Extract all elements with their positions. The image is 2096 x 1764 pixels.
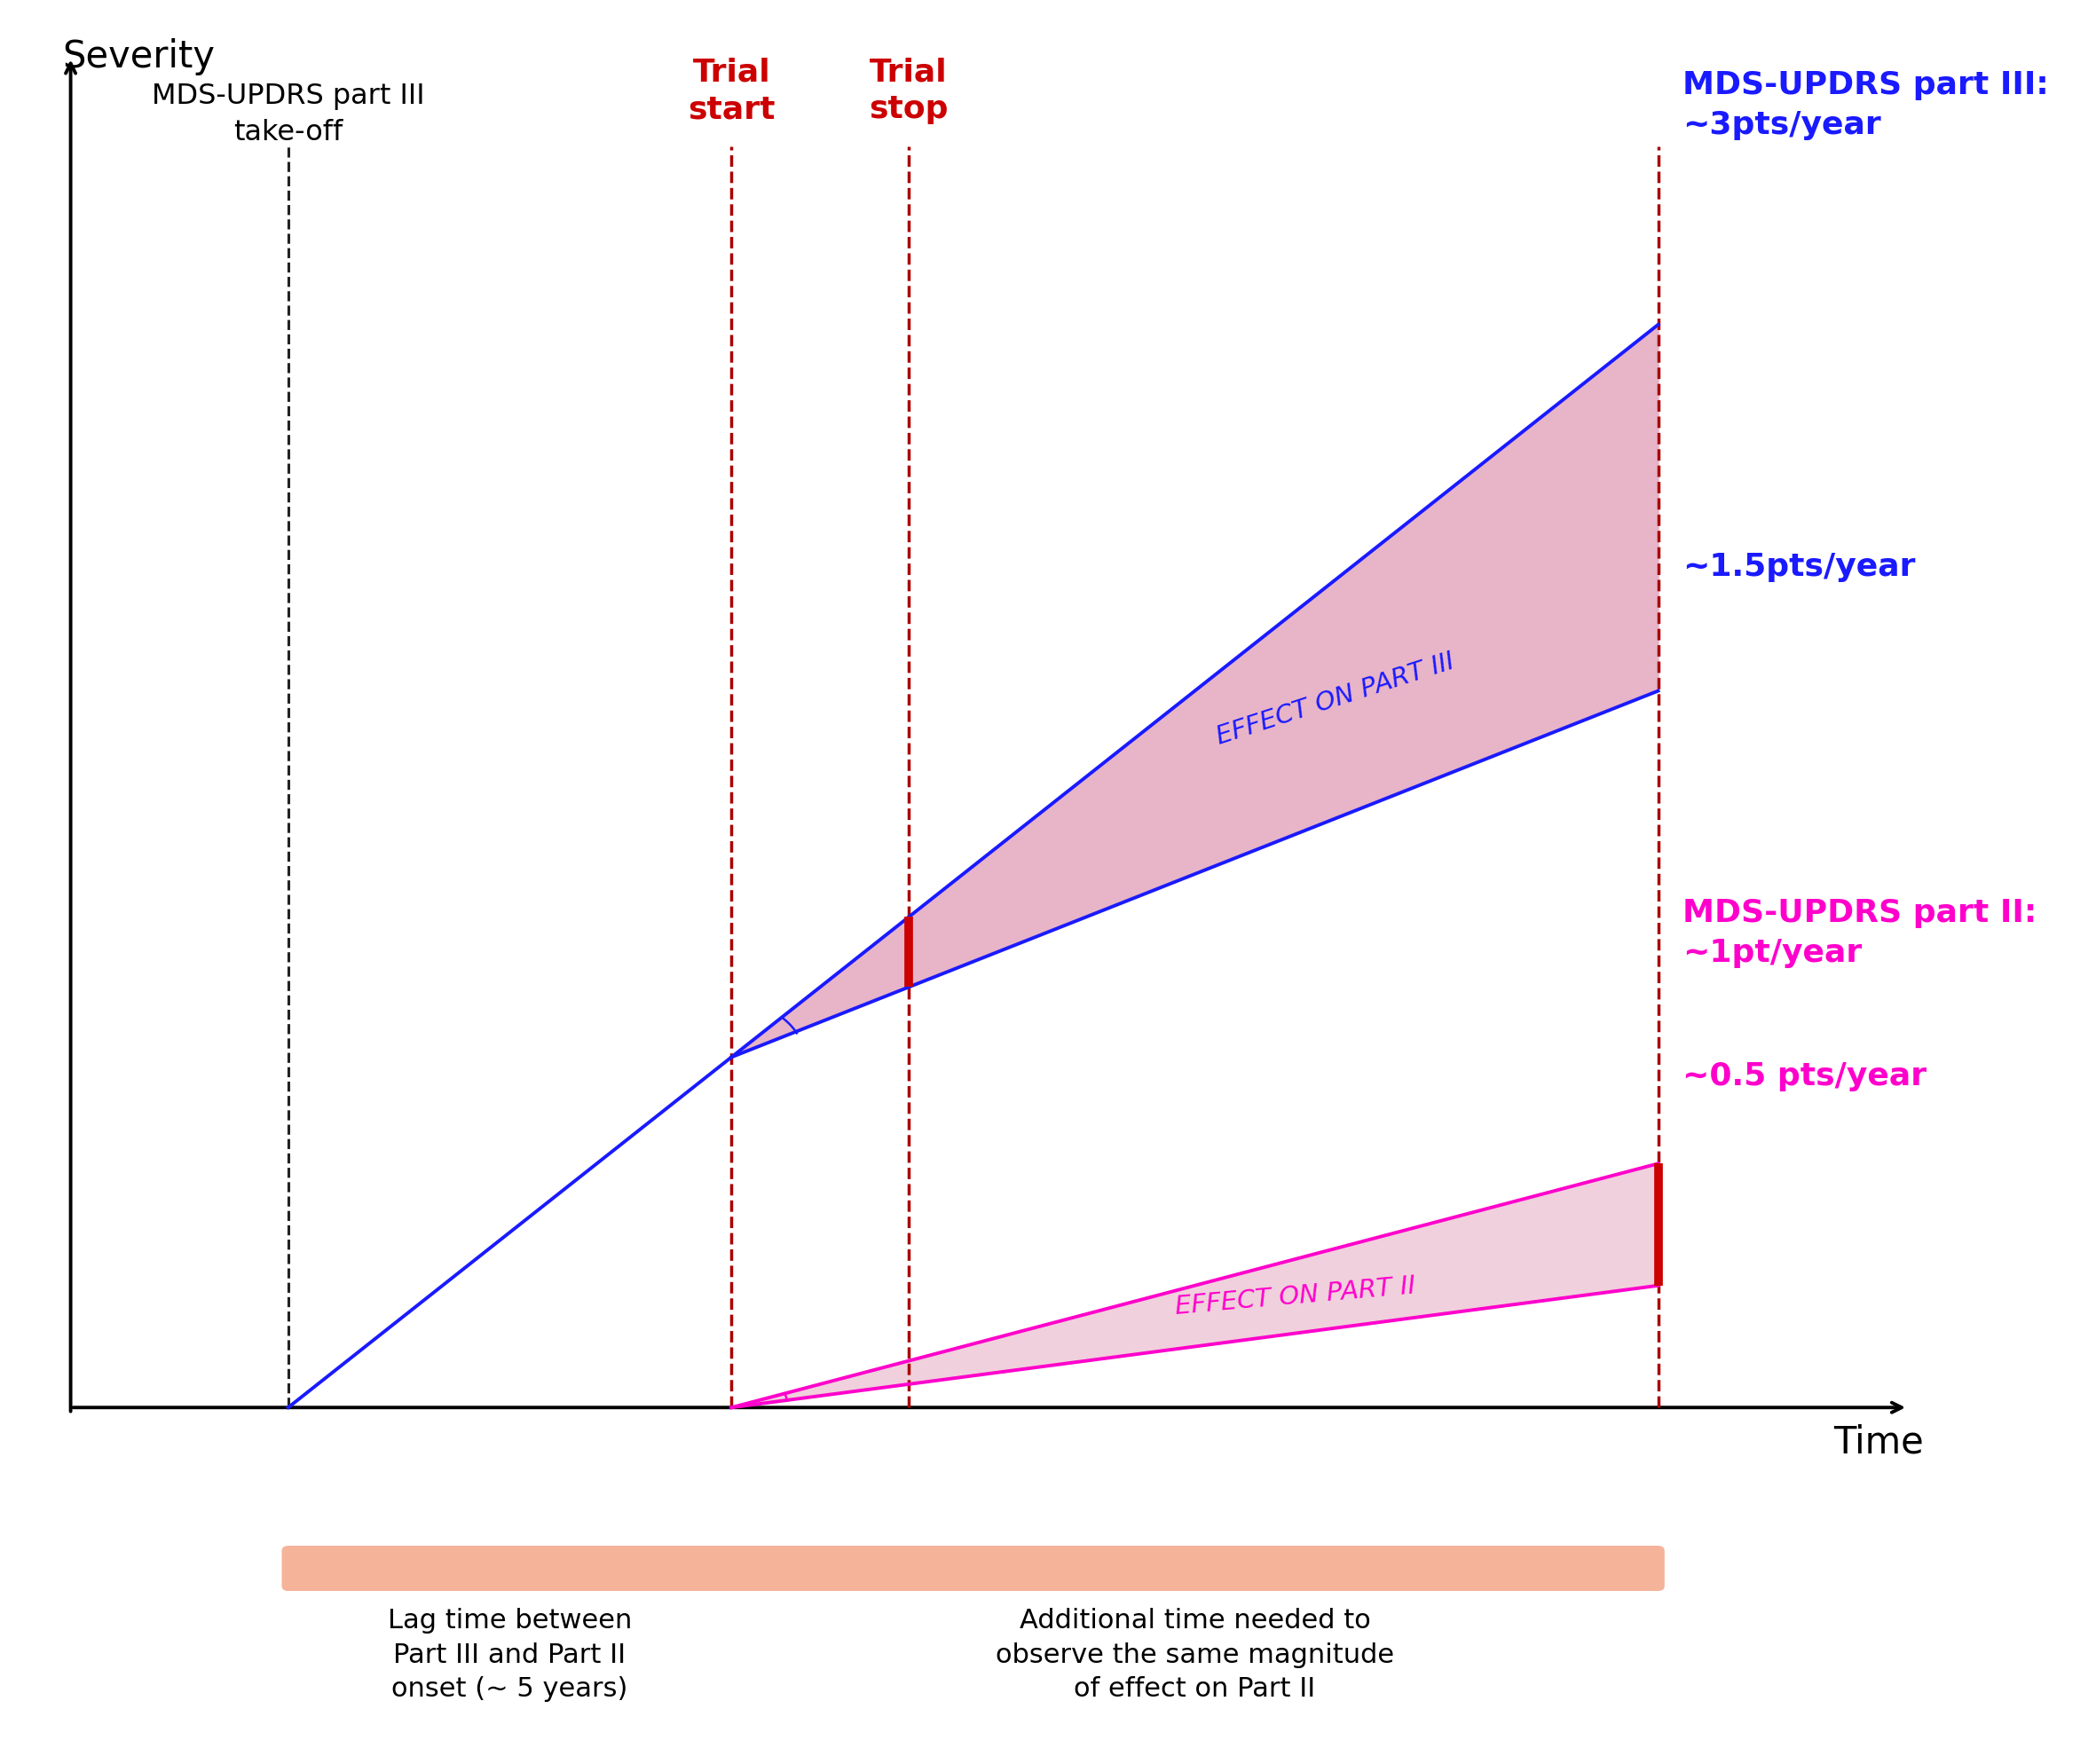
FancyBboxPatch shape <box>725 1545 1664 1591</box>
Text: Time: Time <box>1834 1424 1924 1461</box>
Text: Additional time needed to
observe the same magnitude
of effect on Part II: Additional time needed to observe the sa… <box>996 1609 1394 1702</box>
Text: EFFECT ON PART III: EFFECT ON PART III <box>1214 649 1459 750</box>
Text: Lag time between
Part III and Part II
onset (~ 5 years): Lag time between Part III and Part II on… <box>388 1609 633 1702</box>
Text: MDS-UPDRS part III:
~3pts/year: MDS-UPDRS part III: ~3pts/year <box>1683 71 2048 139</box>
Text: Trial
start: Trial start <box>687 56 776 125</box>
Text: ~0.5 pts/year: ~0.5 pts/year <box>1683 1062 1926 1092</box>
Text: Severity: Severity <box>63 39 216 76</box>
Text: EFFECT ON PART II: EFFECT ON PART II <box>1174 1274 1417 1319</box>
Text: MDS-UPDRS part II:
~1pt/year: MDS-UPDRS part II: ~1pt/year <box>1683 898 2037 968</box>
Text: Trial
stop: Trial stop <box>870 56 947 125</box>
Text: ~1.5pts/year: ~1.5pts/year <box>1683 552 1916 582</box>
Text: MDS-UPDRS part III
take-off: MDS-UPDRS part III take-off <box>151 83 425 146</box>
FancyBboxPatch shape <box>281 1545 738 1591</box>
